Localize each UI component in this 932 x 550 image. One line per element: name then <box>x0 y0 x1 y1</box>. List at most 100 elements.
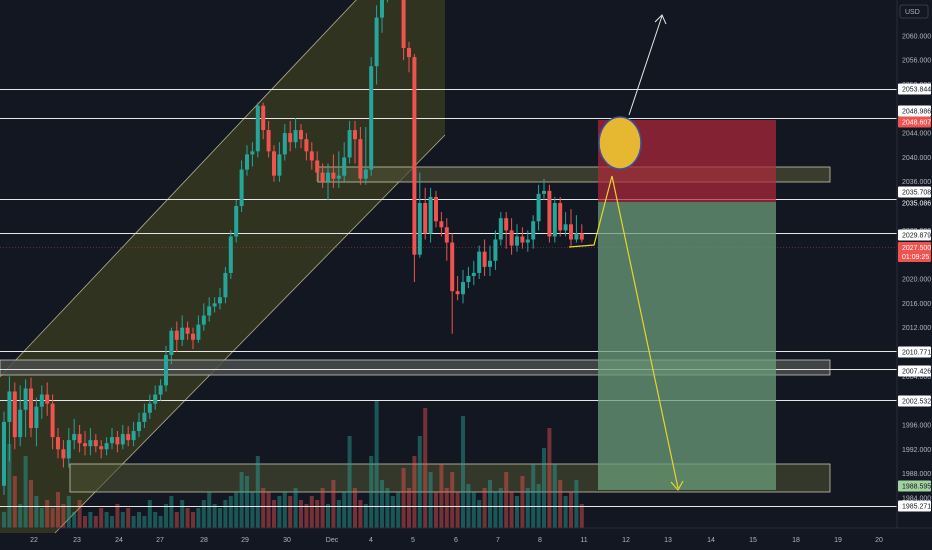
time-tick-label: 4 <box>369 537 373 544</box>
candle-body <box>579 233 584 240</box>
volume-bar <box>250 492 255 528</box>
time-tick-label: 6 <box>454 537 458 544</box>
volume-bar <box>342 492 347 528</box>
volume-bar <box>390 496 395 528</box>
candle-body <box>569 224 573 240</box>
candle-body <box>455 291 460 295</box>
candle-body <box>261 105 266 131</box>
candle-body <box>331 172 336 179</box>
candle-body <box>18 409 23 438</box>
candle-body <box>137 421 141 432</box>
volume-bar <box>558 480 563 528</box>
time-tick-label: 27 <box>156 537 164 544</box>
candle-body <box>255 105 260 152</box>
price-level-tag <box>898 346 931 358</box>
candle-body <box>93 440 98 447</box>
candle-body <box>250 151 255 155</box>
volume-bar <box>504 472 509 528</box>
candle-body <box>552 203 557 237</box>
price-level-tag-label: 2035.708 <box>902 190 931 197</box>
volume-bar <box>277 496 282 528</box>
volume-bar <box>353 488 357 528</box>
volume-bar <box>407 488 411 528</box>
time-axis: 22 23 24 27 28 29 30 Dec 4 5 6 7 8 11 12 13 14 15 18 19 20 <box>0 527 932 544</box>
price-level-tag-label: 2053.844 <box>902 87 931 94</box>
price-level-tag-label: 1985.271 <box>902 504 931 511</box>
volume-bar <box>115 504 120 528</box>
volume-bar <box>174 512 179 528</box>
volume-bar <box>331 480 336 528</box>
candle-body <box>304 139 309 152</box>
volume-bar <box>120 512 125 528</box>
price-level-tag-label: 1988.595 <box>902 484 931 491</box>
candle-body <box>99 446 104 450</box>
candle-body <box>412 57 417 255</box>
candle-body <box>471 272 476 276</box>
candle-body <box>504 218 509 231</box>
candle-body <box>466 275 471 283</box>
volume-bar <box>56 492 60 528</box>
price-axis: USD 1984.0001988.0001992.0001996.0002000… <box>896 0 931 528</box>
price-level-tag-label: 2035.086 <box>902 201 931 208</box>
volume-bar <box>282 492 287 528</box>
currency-box[interactable] <box>899 4 929 19</box>
candle-body <box>239 169 244 207</box>
candle-body <box>547 190 552 237</box>
volume-bar <box>358 500 363 528</box>
price-tick-label: 1996.000 <box>902 422 931 429</box>
candle-body <box>218 297 222 304</box>
volume-bar <box>66 496 71 528</box>
volume-bar <box>23 456 28 528</box>
candle-body <box>531 221 536 240</box>
volume-bar <box>266 492 271 528</box>
price-level-tag-label: 2048.607 <box>902 120 931 127</box>
time-tick-label: 15 <box>749 537 757 544</box>
price-tick-label: 1988.000 <box>902 471 931 478</box>
time-tick-label: 23 <box>73 537 81 544</box>
price-level-tag <box>898 229 931 241</box>
volume-bar <box>261 488 266 528</box>
volume-bar <box>563 496 568 528</box>
time-tick-label: 14 <box>707 537 715 544</box>
candle-body <box>282 133 287 155</box>
price-level-tag-label: 2048.986 <box>902 109 931 116</box>
volume-bar <box>272 500 276 528</box>
price-level-tag <box>898 365 931 377</box>
candle-body <box>558 203 563 231</box>
candle-body <box>169 330 174 356</box>
volume-bar <box>245 476 249 528</box>
candle-body <box>126 434 131 441</box>
volume-bar <box>569 492 573 528</box>
volume-bar <box>131 516 136 528</box>
volume-bar <box>380 480 384 528</box>
volume-bar <box>326 504 330 528</box>
volume-bar <box>18 504 23 528</box>
volume-bar <box>201 500 206 528</box>
volume-bar <box>255 456 260 528</box>
candle-body <box>374 17 379 67</box>
candle-body <box>7 391 12 422</box>
time-tick-label: 28 <box>200 537 208 544</box>
candle-body <box>574 233 579 240</box>
volume-bar <box>29 480 33 528</box>
price-tick-label: 2020.000 <box>902 277 931 284</box>
candle-body <box>12 391 17 438</box>
candle-body <box>417 203 422 255</box>
candle-body <box>299 130 303 140</box>
volume-bar <box>191 512 195 528</box>
volume-bar <box>552 464 557 528</box>
candle-body <box>336 175 341 179</box>
candle-body <box>498 218 503 240</box>
volume-bar <box>488 480 492 528</box>
volume-bar <box>396 492 401 528</box>
volume-bar <box>180 500 185 528</box>
volume-bar <box>482 488 487 528</box>
candle-body <box>185 327 190 334</box>
volume-bar <box>471 492 476 528</box>
candle-body <box>509 230 514 246</box>
candle-body <box>158 385 163 395</box>
candle-body <box>228 236 233 273</box>
projection-path <box>568 175 679 489</box>
price-level-tag <box>898 500 931 512</box>
